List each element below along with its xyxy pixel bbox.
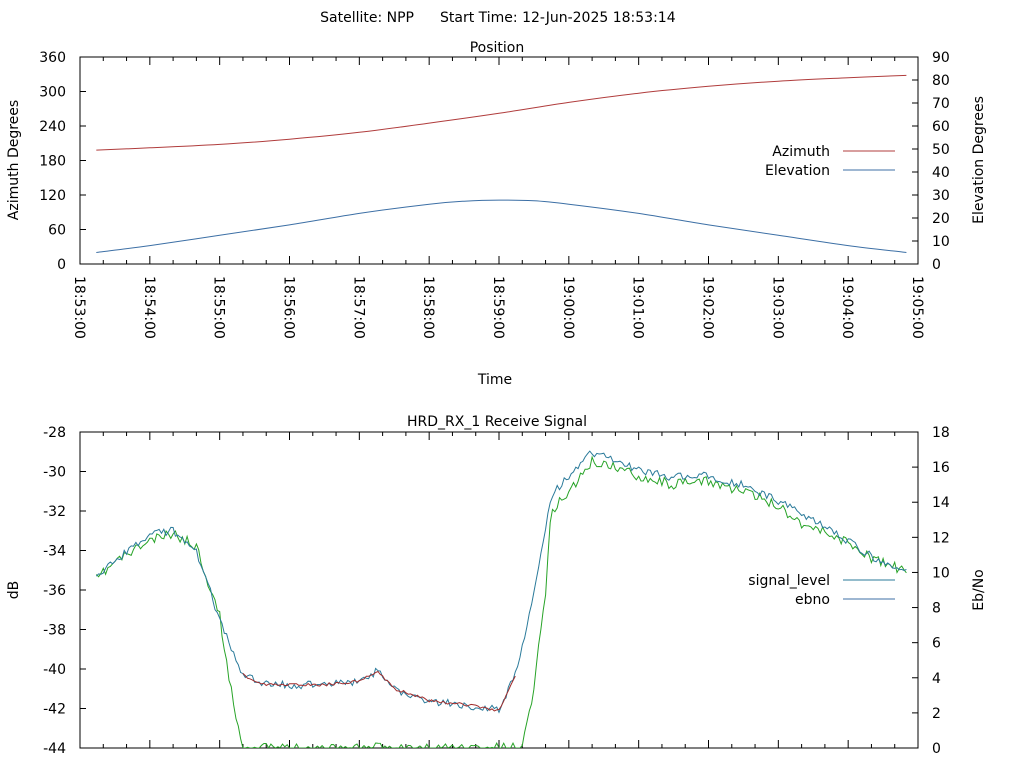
signal-y-tick-label: -34 [43,544,66,560]
signal-y2-tick-label: 8 [932,601,941,617]
signal-y-tick-label: -28 [43,425,66,441]
position-x-tick-label: 19:00:00 [560,276,576,339]
position-y2-tick-label: 80 [932,73,950,89]
signal-y2-tick-label: 6 [932,636,941,652]
position-x-tick-label: 19:03:00 [769,276,785,339]
signal-y2-tick-label: 4 [932,671,941,687]
position-x-tick-label: 19:04:00 [839,276,855,339]
position-y-tick-label: 240 [39,119,66,135]
signal-legend: signal_level ebno [748,573,895,608]
position-x-tick-label: 18:54:00 [141,276,157,339]
ebno-axis-label: Eb/No [971,569,987,611]
signal-y2-tick-label: 12 [932,530,950,546]
azimuth-axis-label: Azimuth Degrees [6,100,22,220]
position-legend: Azimuth Elevation [765,144,895,179]
position-y2-tick-label: 20 [932,211,950,227]
receive-signal-chart: HRD_RX_1 Receive Signal dB Eb/No -44 -42 -… [6,414,987,757]
signal-y-tick-label: -30 [43,465,66,481]
position-y-tick-label: 360 [39,50,66,66]
position-y2-tick-label: 40 [932,165,950,181]
position-chart: Position Azimuth Degrees Elevation Degre… [6,40,987,388]
position-y-tick-label: 60 [48,223,66,239]
position-y2-tick-label: 50 [932,142,950,158]
signal-y-tick-label: -36 [43,583,66,599]
position-y-tick-label: 300 [39,85,66,101]
db-axis-label: dB [6,581,22,600]
signal-level-low-segment [242,670,516,712]
signal-y2-tick-label: 2 [932,706,941,722]
position-ticks: 0 60 120 180 240 300 360 0 10 20 30 40 50 60 70 80 90 18:… [39,50,950,339]
position-y2-tick-label: 10 [932,234,950,250]
signal-y-tick-label: -32 [43,504,66,520]
signal-y2-tick-label: 18 [932,425,950,441]
signal-y2-tick-label: 10 [932,565,950,581]
signal-chart-title: HRD_RX_1 Receive Signal [407,414,587,430]
position-y2-tick-label: 30 [932,188,950,204]
position-plot-frame [79,56,919,265]
position-x-tick-label: 18:57:00 [350,276,366,339]
position-x-tick-label: 18:59:00 [490,276,506,339]
elevation-line [96,199,907,253]
legend-azimuth-label: Azimuth [772,144,830,160]
signal-lines [95,450,907,748]
signal-y-tick-label: -44 [43,741,66,757]
position-y2-tick-label: 70 [932,96,950,112]
legend-ebno-label: ebno [795,592,830,608]
position-x-tick-label: 19:05:00 [909,276,925,339]
position-y-tick-label: 120 [39,188,66,204]
position-x-tick-label: 18:53:00 [71,276,87,339]
time-axis-label: Time [477,372,512,388]
position-x-tick-label: 19:02:00 [700,276,716,339]
satellite-label: Satellite: NPP [320,10,414,26]
position-y2-tick-label: 0 [932,257,941,273]
position-x-tick-label: 18:55:00 [211,276,227,339]
signal-y2-tick-label: 16 [932,460,950,476]
position-y2-tick-label: 60 [932,119,950,135]
signal-y2-tick-label: 0 [932,741,941,757]
elevation-axis-label: Elevation Degrees [971,96,987,224]
position-x-tick-label: 18:58:00 [420,276,436,339]
position-y-tick-label: 0 [57,257,66,273]
position-lines [96,74,907,253]
signal-y-tick-label: -40 [43,662,66,678]
signal-y-tick-label: -38 [43,623,66,639]
position-x-tick-label: 19:01:00 [630,276,646,339]
position-y2-tick-label: 90 [932,50,950,66]
ebno-line [95,455,907,748]
signal-y-tick-label: -42 [43,702,66,718]
signal-plot-frame [79,431,919,749]
azimuth-line [96,74,907,151]
signal-y2-tick-label: 14 [932,495,950,511]
legend-signal-level-label: signal_level [748,573,830,589]
legend-elevation-label: Elevation [765,163,830,179]
position-chart-title: Position [470,40,525,56]
position-x-tick-label: 18:56:00 [281,276,297,339]
signal-series-group [95,450,907,748]
position-y-tick-label: 180 [39,154,66,170]
start-time-label: Start Time: 12-Jun-2025 18:53:14 [440,10,676,26]
